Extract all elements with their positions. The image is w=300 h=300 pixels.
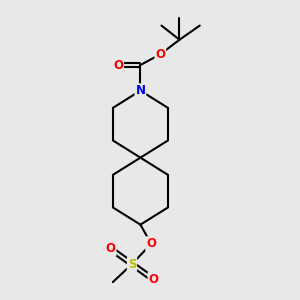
Text: N: N: [135, 84, 146, 97]
Text: S: S: [128, 258, 136, 271]
Text: O: O: [113, 58, 123, 71]
Text: O: O: [155, 48, 165, 61]
Text: O: O: [106, 242, 116, 255]
Text: O: O: [146, 237, 156, 250]
Text: O: O: [148, 273, 158, 286]
